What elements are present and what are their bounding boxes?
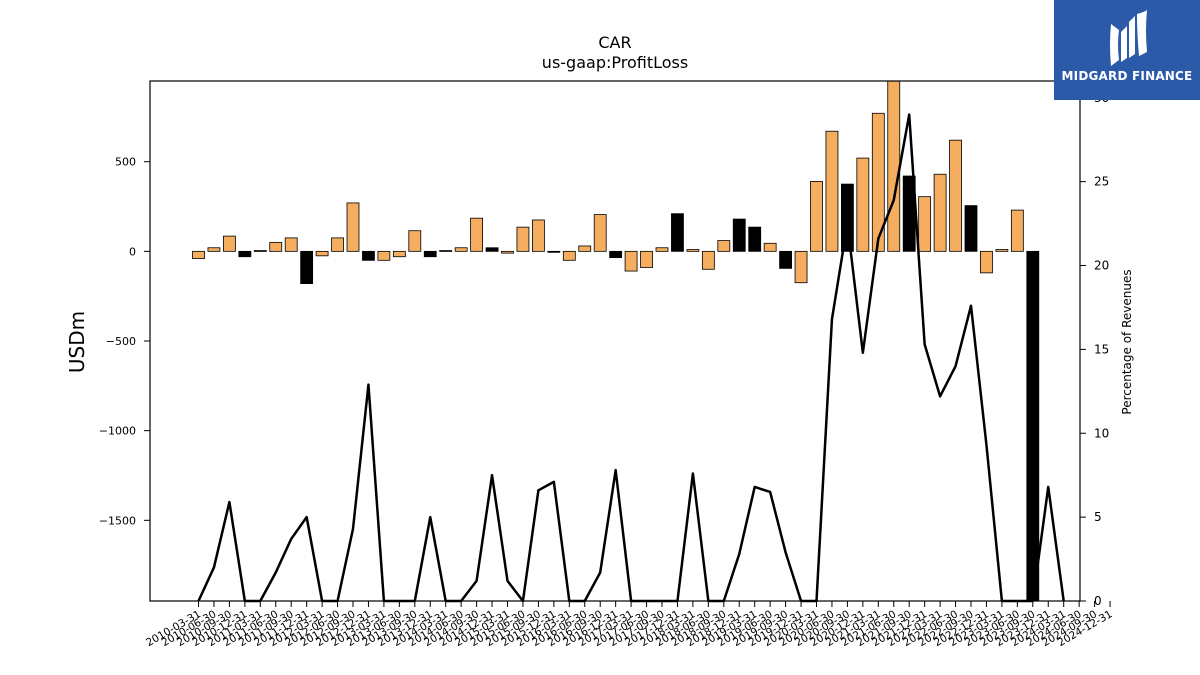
y2-tick-label: 0 — [1094, 594, 1102, 608]
bar — [841, 183, 854, 252]
y2-tick-label: 10 — [1094, 426, 1109, 440]
logo-text: MIDGARD FINANCE — [1061, 69, 1193, 83]
y2-tick-label: 25 — [1094, 175, 1109, 189]
y2-tick-label: 20 — [1094, 259, 1109, 273]
bar — [408, 230, 422, 252]
y-tick-label: 500 — [115, 156, 136, 169]
axes: 5000−500−1000−15000510152025302010-03-31… — [99, 80, 1115, 649]
bar — [238, 250, 252, 258]
y2-tick-label: 15 — [1094, 342, 1109, 356]
bar — [609, 250, 623, 259]
bar — [964, 205, 978, 252]
bar — [624, 250, 638, 272]
bar — [470, 217, 484, 252]
bar — [779, 250, 792, 269]
y2-tick-label: 5 — [1094, 510, 1102, 524]
bar — [949, 139, 962, 252]
bar — [717, 240, 731, 252]
bar — [1026, 250, 1040, 602]
bar — [532, 219, 545, 252]
bar — [315, 250, 329, 257]
bar — [655, 247, 669, 252]
bar — [856, 157, 870, 252]
bar — [501, 250, 514, 254]
bar — [269, 241, 283, 252]
bar — [763, 242, 777, 252]
bar — [640, 250, 653, 268]
bar — [686, 249, 700, 252]
bar — [794, 250, 808, 284]
bar — [671, 213, 684, 252]
bar — [485, 247, 499, 252]
bar — [207, 247, 221, 252]
bar — [300, 250, 314, 285]
bar — [593, 214, 607, 252]
bar — [871, 112, 885, 252]
bar — [918, 196, 932, 252]
bar — [423, 250, 437, 258]
chart-subtitle: us-gaap:ProfitLoss — [542, 53, 688, 72]
bar-series — [192, 80, 1040, 602]
bar — [578, 245, 592, 252]
bar — [933, 173, 947, 252]
bar — [392, 250, 406, 258]
bar — [701, 250, 715, 270]
bar — [516, 226, 530, 252]
bar — [346, 202, 360, 252]
bar — [377, 250, 391, 261]
bar — [562, 250, 576, 261]
chart-title: CAR — [598, 33, 631, 52]
plot-frame — [149, 80, 1081, 602]
bar — [547, 250, 561, 253]
bar — [887, 80, 901, 252]
y-tick-label: −500 — [106, 335, 136, 348]
bar — [454, 247, 468, 252]
bar — [810, 181, 823, 252]
bar — [439, 250, 453, 252]
bar — [331, 237, 344, 252]
midgard-logo-icon — [1110, 10, 1147, 66]
y-tick-label: −1500 — [99, 514, 136, 527]
bar — [748, 226, 762, 252]
y-axis-label: USDm — [65, 311, 89, 373]
y-tick-label: −1000 — [99, 425, 136, 438]
bar — [253, 250, 267, 252]
bar — [825, 130, 839, 252]
bar — [980, 250, 993, 274]
bar — [192, 250, 205, 259]
bar — [1010, 209, 1024, 252]
bar — [995, 249, 1009, 252]
y-tick-label: 0 — [129, 245, 136, 258]
y2-axis-label: Percentage of Revenues — [1120, 269, 1134, 414]
bar — [732, 218, 746, 252]
bar — [284, 237, 298, 252]
bar — [222, 235, 236, 252]
bar — [362, 250, 375, 261]
brand-logo: MIDGARD FINANCE — [1054, 0, 1200, 100]
